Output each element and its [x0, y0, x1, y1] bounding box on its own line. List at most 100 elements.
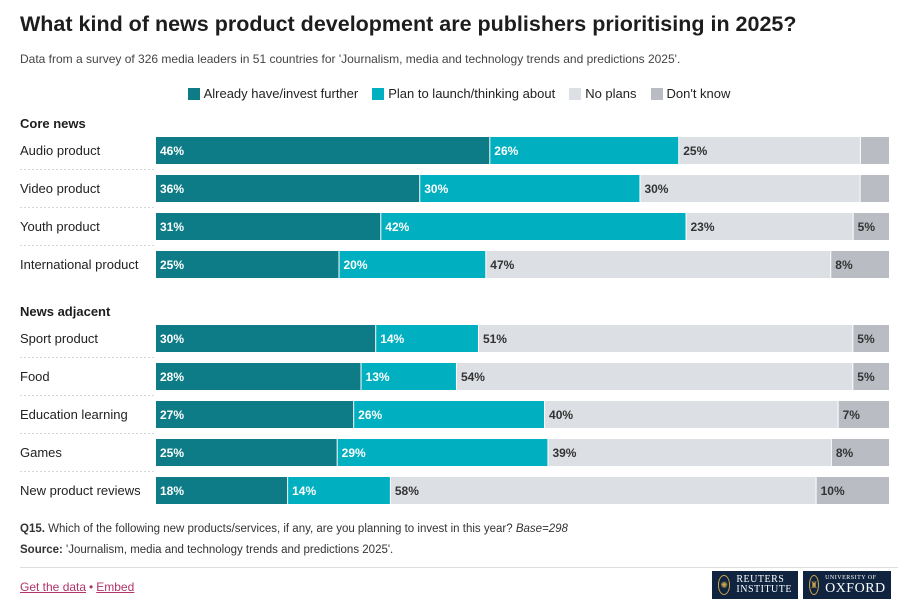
bar-segment [156, 477, 288, 504]
data-label: 27% [160, 408, 184, 422]
data-label: 47% [490, 258, 514, 272]
oxford-university-logo[interactable]: ♜ UNIVERSITY OF OXFORD [803, 571, 891, 599]
legend-swatch [187, 87, 200, 100]
embed-link[interactable]: Embed [96, 580, 135, 594]
data-label: 13% [366, 370, 390, 384]
data-label: 30% [160, 332, 184, 346]
data-label: 42% [385, 220, 409, 234]
bar-segment [831, 251, 889, 278]
bar-segment [339, 251, 486, 278]
oxford-logo-line1: UNIVERSITY OF [825, 574, 877, 581]
bar-segment [686, 213, 853, 240]
row-label: Audio product [20, 143, 101, 158]
legend-swatch [569, 87, 582, 100]
row-label: Food [20, 369, 50, 384]
bar-segment [490, 137, 679, 164]
legend-label: Already have/invest further [203, 86, 359, 101]
bar-segment [381, 213, 686, 240]
legend-swatch [650, 87, 663, 100]
oxford-crest-icon: ♜ [809, 575, 820, 595]
get-data-link[interactable]: Get the data [20, 580, 87, 594]
chart-subtitle: Data from a survey of 326 media leaders … [20, 52, 681, 66]
data-label: 25% [683, 144, 707, 158]
data-label: 20% [344, 258, 368, 272]
data-label: 23% [691, 220, 715, 234]
bar-segment [679, 137, 860, 164]
bar-segment [831, 439, 889, 466]
bar-segment [337, 439, 548, 466]
data-label: 46% [160, 144, 184, 158]
data-label: 40% [549, 408, 573, 422]
legend-item-1: Plan to launch/thinking about [372, 86, 555, 101]
legend-label: Don't know [666, 86, 731, 101]
legend: Already have/invest further Plan to launc… [0, 86, 918, 101]
data-label: 30% [644, 182, 668, 196]
data-label: 18% [160, 484, 184, 498]
bar-segment [376, 325, 478, 352]
reuters-dots-icon: ✺ [718, 575, 731, 595]
bar-segment [156, 175, 420, 202]
bar-segment [156, 325, 376, 352]
data-label: 25% [160, 258, 184, 272]
data-label: 36% [160, 182, 184, 196]
bar-segment [288, 477, 390, 504]
bar-segment [545, 401, 838, 428]
data-label: 10% [821, 484, 845, 498]
bar-segment [860, 175, 889, 202]
stacked-bar-chart: Core news Audio product 46% 26% 25% Video pro… [20, 116, 889, 504]
bar-segment [361, 363, 456, 390]
data-label: 51% [483, 332, 507, 346]
data-label: 7% [843, 408, 861, 422]
data-label: 5% [857, 370, 875, 384]
group-label: News adjacent [20, 304, 111, 319]
bar-segment [853, 213, 889, 240]
bar-segment [156, 401, 354, 428]
divider [20, 567, 898, 568]
data-label: 26% [494, 144, 518, 158]
data-label: 14% [380, 332, 404, 346]
bar-segment [156, 439, 337, 466]
data-label: 54% [461, 370, 485, 384]
group-label: Core news [20, 116, 86, 131]
bar-segment [420, 175, 640, 202]
legend-swatch [372, 87, 385, 100]
data-label: 31% [160, 220, 184, 234]
reuters-institute-logo[interactable]: ✺ REUTERS INSTITUTE [712, 571, 798, 599]
source-note: Source: 'Journalism, media and technolog… [20, 544, 393, 556]
data-label: 30% [424, 182, 448, 196]
reuters-logo-line1: REUTERS [736, 574, 785, 585]
legend-label: Plan to launch/thinking about [388, 86, 556, 101]
row-label: Education learning [20, 407, 128, 422]
data-label: 5% [857, 332, 875, 346]
data-label: 14% [292, 484, 316, 498]
bar-segment [838, 401, 889, 428]
data-label: 39% [552, 446, 576, 460]
data-label: 58% [395, 484, 419, 498]
bar-segment [486, 251, 831, 278]
data-label: 25% [160, 446, 184, 460]
bar-segment [156, 251, 339, 278]
bar-segment [456, 363, 853, 390]
row-label: Youth product [20, 219, 100, 234]
link-separator: • [89, 580, 94, 594]
row-label: New product reviews [20, 483, 141, 498]
bar-segment [816, 477, 889, 504]
bar-segment [548, 439, 831, 466]
bar-segment [156, 363, 361, 390]
legend-label: No plans [585, 86, 637, 101]
row-label: Sport product [20, 331, 98, 346]
chart-title: What kind of news product development ar… [20, 12, 797, 36]
data-label: 29% [342, 446, 366, 460]
footnote-text: Which of the following new products/serv… [44, 523, 516, 535]
footnote-prefix: Q15. [20, 523, 45, 535]
row-label: Games [20, 445, 62, 460]
legend-item-3: Don't know [650, 86, 731, 101]
data-label: 8% [835, 258, 853, 272]
legend-item-2: No plans [569, 86, 637, 101]
bar-segment [156, 137, 490, 164]
row-label: International product [20, 257, 139, 272]
bar-segment [853, 325, 889, 352]
data-label: 8% [836, 446, 854, 460]
bar-segment [354, 401, 545, 428]
bar-segment [390, 477, 816, 504]
